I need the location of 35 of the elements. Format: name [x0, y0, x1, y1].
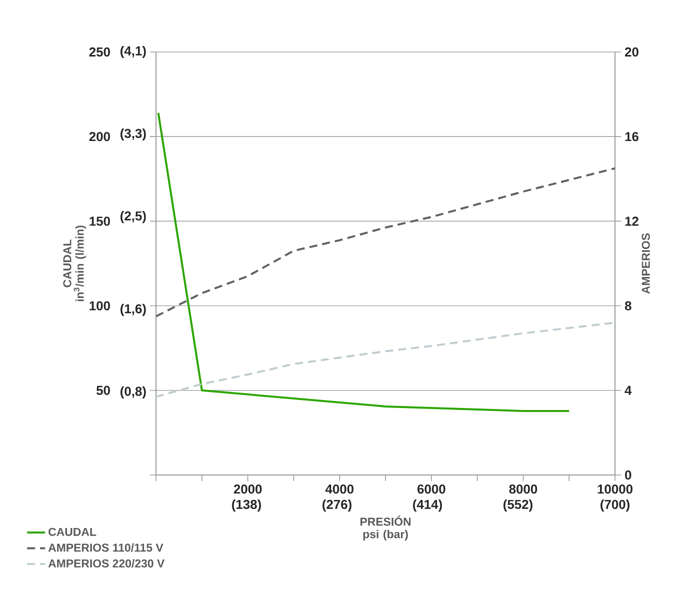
y-tick-label: 50 [96, 386, 110, 395]
x2-tick-label: (700) [600, 500, 630, 512]
x-tick-label: 2000 [234, 484, 262, 494]
y2-axis-title: AMPERIOS [642, 233, 650, 294]
line-series [156, 322, 616, 398]
y2-tick-label: 0 [625, 470, 632, 480]
legend-label: CAUDAL [48, 528, 96, 536]
x-tick-label: 6000 [417, 484, 446, 494]
y-tick-label: 250 [89, 47, 110, 57]
y3-tick-label: (0,8) [120, 386, 146, 398]
y2-tick-label: 8 [624, 301, 632, 310]
y3-tick-label: (1,6) [120, 304, 146, 316]
y3-tick-label: (4,1) [120, 46, 146, 58]
x-axis-title: PRESIÓN psi (bar) [360, 516, 411, 540]
legend-label: AMPERIOS 220/230 V [48, 559, 165, 568]
x-tick-label: 10000 [598, 484, 632, 494]
x-tick-label: 8000 [509, 484, 538, 494]
y3-tick-label: (2,5) [120, 211, 146, 224]
y2-tick-label: 20 [624, 47, 638, 57]
x2-tick-label: (414) [413, 500, 442, 512]
y3-tick-label: (3,3) [120, 128, 146, 141]
line-series [157, 112, 570, 412]
x2-tick-label: (138) [232, 500, 261, 512]
y2-tick-label: 4 [624, 386, 632, 395]
y2-tick-label: 16 [625, 132, 638, 142]
legend-label: AMPERIOS 110/115 V [48, 543, 164, 552]
x2-tick-label: (276) [322, 500, 352, 512]
line-series [156, 167, 616, 318]
y-tick-label: 150 [90, 216, 110, 226]
x2-tick-label: (552) [503, 500, 532, 512]
y-axis-title: CAUDAL in$^{3}$/min (l/min) [63, 226, 86, 302]
y-tick-label: 100 [90, 301, 110, 310]
x-tick-label: 4000 [325, 484, 354, 494]
y2-tick-label: 12 [625, 216, 638, 226]
y-tick-label: 200 [89, 132, 110, 142]
